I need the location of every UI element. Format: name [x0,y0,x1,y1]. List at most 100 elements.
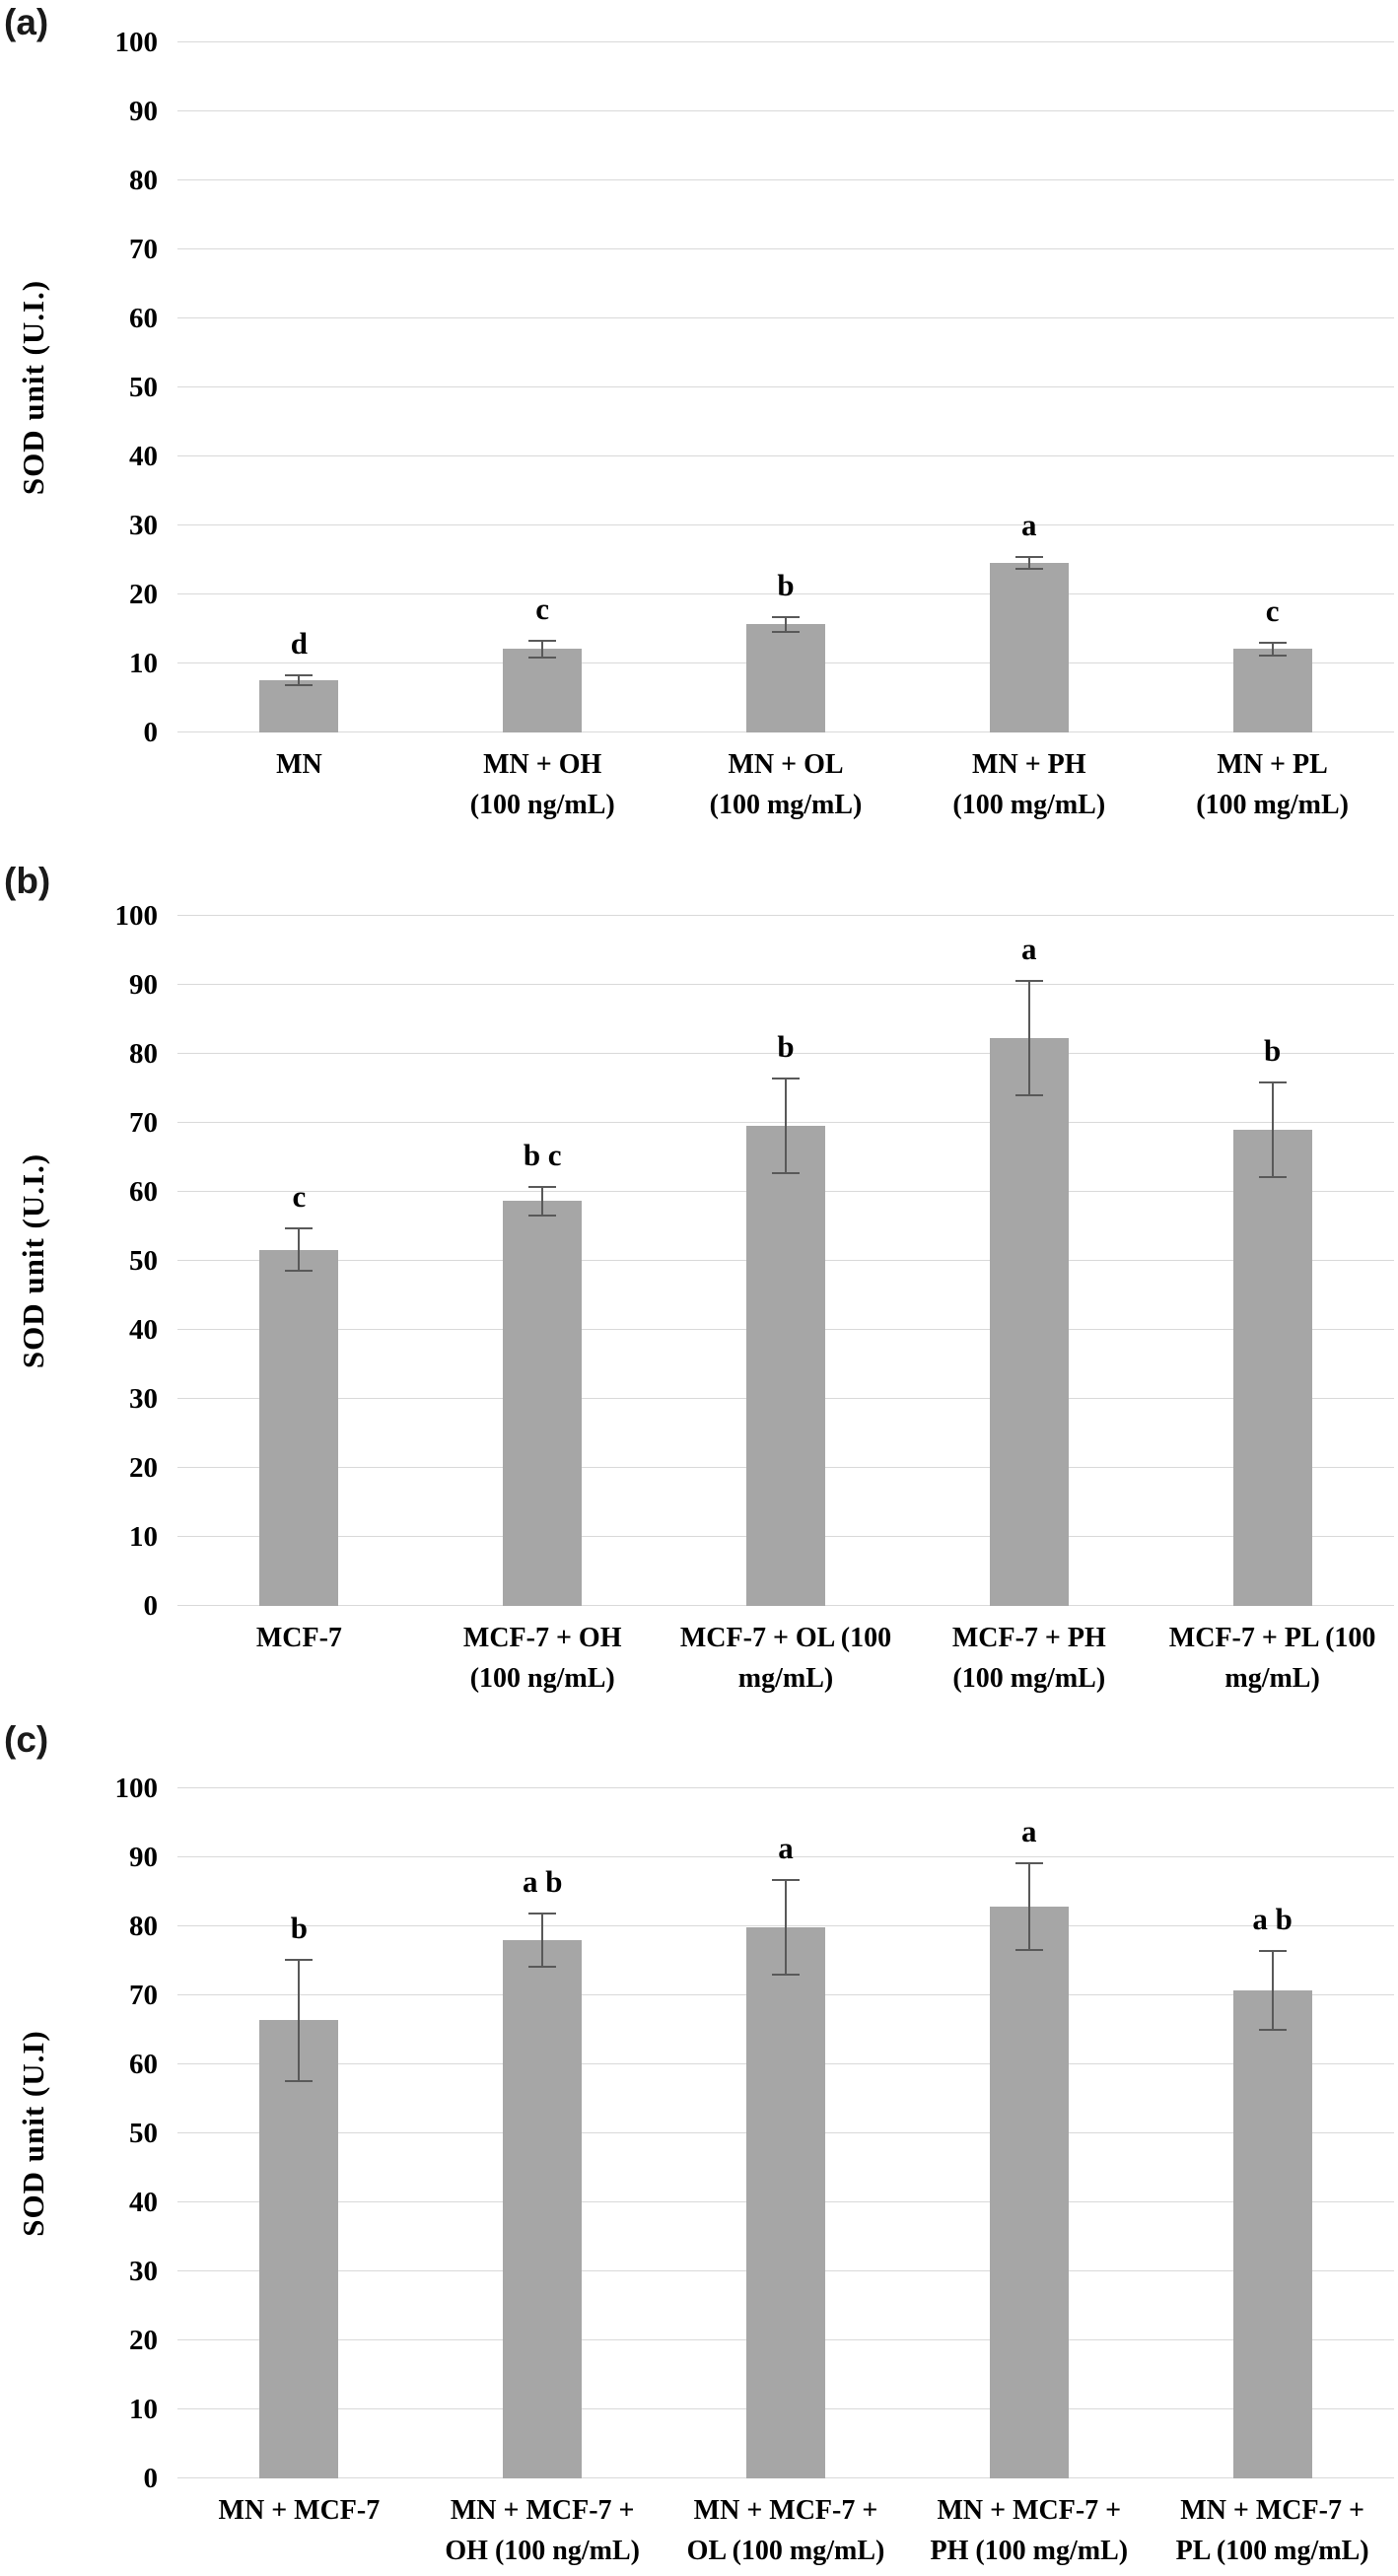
x-tick-label-line: PH (100 mg/mL) [930,2535,1129,2566]
y-tick-label: 0 [143,717,159,748]
gridline [177,593,1394,594]
bar [1232,649,1312,732]
x-tick-label-line: (100 ng/mL) [469,1662,615,1694]
error-bar [1271,1081,1274,1178]
error-bar-cap-bottom [285,2079,314,2082]
y-tick-label: 20 [129,579,158,610]
gridline [177,248,1394,249]
significance-letter: b [777,1028,795,1064]
y-tick-label: 50 [129,1245,158,1277]
panel-b: (b) SOD unit (U.I.) 0 10 20 30 40 50 60 70 80 90 1… [0,859,1398,1717]
y-tick-label: 40 [129,2187,158,2218]
significance-letter: a [1021,932,1037,967]
error-bar-cap-bottom [1014,1093,1043,1096]
bar [259,679,339,732]
error-bar-cap-top [1258,1949,1287,1952]
error-bar-cap-top [1014,980,1043,983]
x-tick-label: MN [276,745,322,786]
error-bar-cap-bottom [772,1171,800,1174]
bar [1232,1990,1312,2478]
x-tick-label-line: (100 mg/mL) [952,1662,1106,1694]
bar [503,649,583,732]
y-tick-label: 10 [129,2394,158,2425]
error-bar-cap-top [1258,1081,1287,1083]
y-tick-label: 70 [129,1980,158,2011]
x-tick-label: MN + MCF-7 [219,2491,381,2532]
x-tick-label-line: mg/mL) [1224,1662,1320,1694]
significance-letter: c [292,1179,307,1215]
plot-area-b: 0 10 20 30 40 50 60 70 80 90 100 c MCF-7 b c MCF-7 + O… [115,902,1394,1694]
x-tick-label-line: MCF-7 + PL (100 [1168,1623,1376,1653]
error-bar-cap-bottom [285,1270,314,1273]
y-tick-label: 50 [129,372,158,403]
significance-letter: b [777,567,795,602]
bar [259,1249,339,1606]
y-tick-label: 20 [129,2325,158,2356]
error-bar [541,639,544,660]
error-bar [298,1227,301,1273]
error-bar-cap-top [772,1077,800,1079]
x-tick-label-line: (100 mg/mL) [952,789,1106,820]
y-tick-label: 70 [129,1107,158,1139]
x-tick-label-line: MN + MCF-7 [218,2495,381,2526]
x-tick-label: MCF-7 + PL (100 mg/mL) [1169,1619,1376,1699]
error-bar-cap-top [285,1227,314,1230]
error-bar [541,1185,544,1217]
error-bar [785,615,787,633]
x-tick-label-line: MN + MCF-7 + [450,2495,635,2526]
x-tick-label-line: MN + MCF-7 + [1180,2495,1364,2526]
error-bar-cap-bottom [285,684,314,687]
bar [746,1125,825,1606]
x-tick-label-line: MCF-7 + PH [951,1623,1106,1653]
error-bar-cap-bottom [1258,2029,1287,2032]
x-tick-label: MN + MCF-7 + OH (100 ng/mL) [445,2491,640,2571]
error-bar-cap-bottom [1258,1176,1287,1178]
x-tick-label-line: OL (100 mg/mL) [686,2535,885,2566]
error-bar [1271,1949,1274,2032]
significance-letter: b [1263,1033,1282,1068]
error-bar-cap-bottom [772,1974,800,1977]
y-axis-title-a: SOD unit (U.I.) [16,279,50,496]
x-tick-label: MCF-7 + PH (100 mg/mL) [952,1619,1106,1699]
x-tick-label-line: MCF-7 + OH [462,1623,622,1653]
error-bar-cap-top [1014,1861,1043,1864]
x-tick-label-line: MN + PH [972,749,1086,780]
y-tick-label: 70 [129,234,158,265]
error-bar-cap-top [1258,641,1287,644]
error-bar [1027,980,1030,1096]
error-bar-cap-top [772,615,800,618]
error-bar-cap-bottom [528,1966,557,1968]
x-tick-label-line: MN + MCF-7 + [937,2495,1122,2526]
significance-letter: a [1021,1813,1037,1848]
significance-letter: c [535,591,550,626]
x-tick-label-line: MN + MCF-7 + [693,2495,878,2526]
y-tick-label: 10 [129,1521,158,1553]
y-tick-label: 90 [129,969,158,1001]
y-tick-label: 60 [129,1176,158,1208]
gridline [177,317,1394,318]
x-tick-label: MN + MCF-7 + PL (100 mg/mL) [1176,2491,1369,2571]
error-bar-cap-bottom [1014,1948,1043,1951]
x-tick-label-line: MN + OL [728,749,844,780]
x-tick-label: MN + PH (100 mg/mL) [952,745,1105,825]
error-bar-cap-bottom [1014,567,1043,570]
panel-a: (a) SOD unit (U.I.) 0 10 20 30 40 50 60 70 80 90 1… [0,0,1398,859]
y-tick-label: 80 [129,1911,158,1942]
error-bar-cap-top [528,1185,557,1188]
panel-c-label: (c) [4,1719,49,1760]
x-tick-label-line: MCF-7 + OL (100 [679,1623,892,1653]
x-tick-label: MN + OH (100 ng/mL) [470,745,615,825]
gridline [177,524,1394,525]
x-tick-label-line: MCF-7 [255,1623,342,1653]
bar [503,1940,583,2478]
x-tick-label-line: MN + OH [483,749,602,780]
gridline [177,386,1394,387]
error-bar [298,673,301,687]
error-bar [1271,641,1274,657]
x-tick-label: MN + PL (100 mg/mL) [1196,745,1349,825]
y-axis-title-b: SOD unit (U.I.) [16,1152,50,1369]
gridline [177,1053,1394,1054]
y-tick-label: 0 [143,2463,159,2494]
x-tick-label-line: MN + PL [1217,749,1328,780]
gridline [177,41,1394,42]
